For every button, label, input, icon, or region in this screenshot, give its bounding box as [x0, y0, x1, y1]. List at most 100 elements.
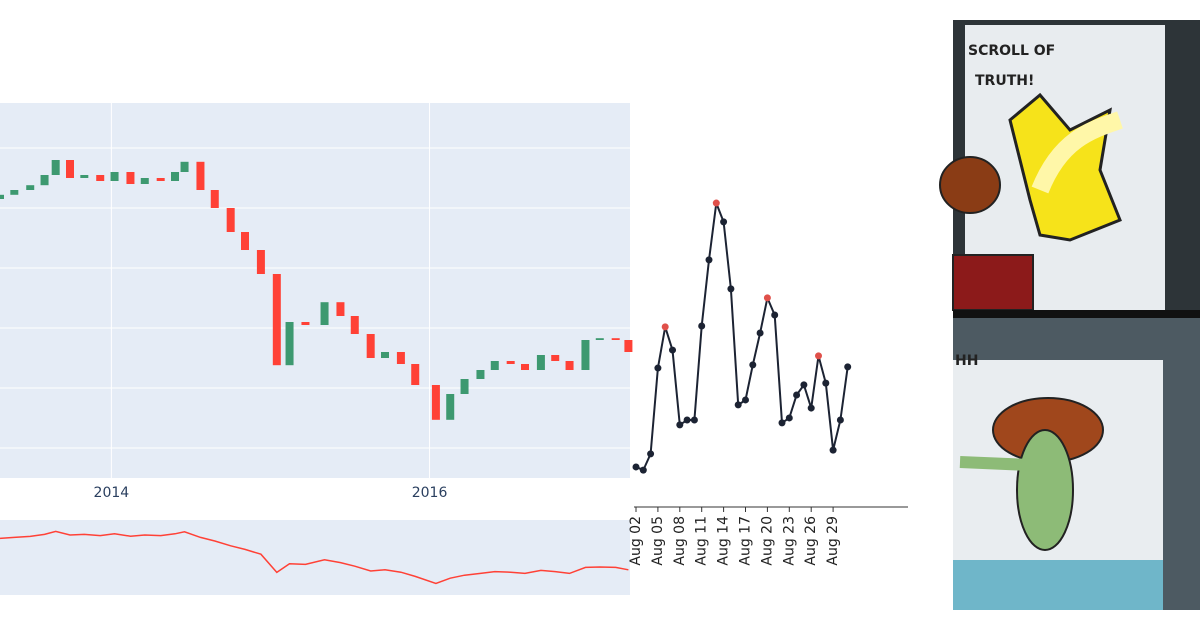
candle	[476, 370, 485, 379]
candle	[196, 161, 205, 190]
candle	[611, 338, 620, 340]
x-tick-label: Aug 26	[803, 516, 819, 566]
candle	[320, 302, 329, 325]
candle	[431, 385, 440, 420]
x-tick-label: Aug 23	[781, 516, 797, 566]
candle	[210, 190, 219, 208]
x-tick-label: Aug 29	[825, 516, 841, 566]
point	[632, 463, 640, 471]
point	[712, 199, 720, 207]
comic-caption: SCROLL OF	[968, 43, 1055, 59]
candle	[446, 394, 455, 420]
point	[778, 419, 786, 427]
point	[669, 346, 676, 354]
x-tick-label: Aug 05	[650, 516, 666, 566]
point	[844, 363, 852, 371]
comic-water	[953, 560, 1163, 610]
comic-divider	[953, 310, 1200, 318]
point	[639, 466, 647, 474]
candle	[10, 190, 19, 195]
point	[742, 396, 749, 404]
point	[727, 285, 735, 293]
candle	[460, 379, 469, 394]
x-tick-label: Aug 02	[628, 516, 644, 566]
point	[734, 401, 742, 409]
point	[793, 391, 801, 399]
plot-background	[0, 103, 630, 478]
candle	[0, 194, 4, 199]
candle	[521, 364, 529, 370]
rangeslider-background	[0, 520, 630, 595]
candle	[381, 352, 389, 358]
comic-podium	[952, 254, 1034, 311]
point	[647, 450, 655, 458]
candle	[396, 352, 405, 364]
comic-hat	[939, 156, 1001, 214]
point	[705, 256, 713, 264]
comic-margin	[953, 610, 1200, 630]
candle	[171, 172, 179, 181]
candle	[624, 340, 633, 352]
point	[785, 414, 793, 422]
candle	[336, 302, 345, 316]
x-tick-label: Aug 14	[716, 516, 732, 566]
candle	[581, 340, 590, 370]
x-tick-label: 2016	[412, 485, 448, 501]
comic-character	[1016, 429, 1074, 551]
candle	[66, 160, 74, 178]
point	[720, 218, 728, 226]
point	[836, 416, 844, 424]
rangeslider-line	[0, 530, 629, 585]
x-tick-label: 2014	[94, 485, 130, 501]
point	[771, 311, 779, 319]
candle	[366, 334, 375, 358]
point	[676, 421, 684, 429]
point	[763, 294, 771, 302]
point	[749, 361, 757, 369]
x-tick-label: Aug 08	[672, 516, 688, 566]
candle	[285, 322, 294, 366]
candle	[80, 175, 89, 178]
candle	[140, 178, 149, 184]
candle	[51, 160, 60, 175]
comic-caption: TRUTH!	[975, 73, 1034, 89]
candle	[40, 175, 49, 186]
x-tick-label: Aug 17	[738, 516, 754, 566]
candle	[96, 175, 105, 181]
point	[683, 416, 691, 424]
candle	[565, 361, 574, 370]
candle	[551, 355, 560, 361]
candle	[26, 185, 35, 190]
candle	[595, 338, 604, 340]
candle	[126, 172, 135, 184]
candle	[490, 361, 499, 370]
point	[822, 379, 830, 387]
candle	[180, 161, 189, 172]
point	[829, 446, 837, 454]
comic-arm	[959, 456, 1031, 471]
candle	[506, 361, 515, 364]
point	[807, 404, 815, 412]
candle	[241, 232, 249, 250]
x-tick-label: Aug 11	[694, 516, 710, 566]
candle	[272, 274, 281, 366]
point	[690, 416, 698, 424]
candle	[256, 250, 265, 274]
point	[698, 322, 706, 330]
point	[654, 364, 662, 372]
x-tick-label: Aug 20	[759, 516, 775, 566]
point	[800, 381, 808, 389]
comic-scroll	[1031, 111, 1123, 194]
comic-shout: HH	[955, 353, 978, 369]
point	[815, 352, 822, 360]
candle	[226, 208, 235, 232]
candle	[301, 322, 310, 325]
candle	[110, 172, 119, 181]
line	[635, 202, 849, 472]
candle	[350, 316, 359, 334]
comic-panel: SCROLL OF TRUTH! HH	[939, 20, 1200, 630]
point	[661, 323, 669, 331]
candle	[156, 178, 165, 181]
candle	[536, 355, 545, 370]
